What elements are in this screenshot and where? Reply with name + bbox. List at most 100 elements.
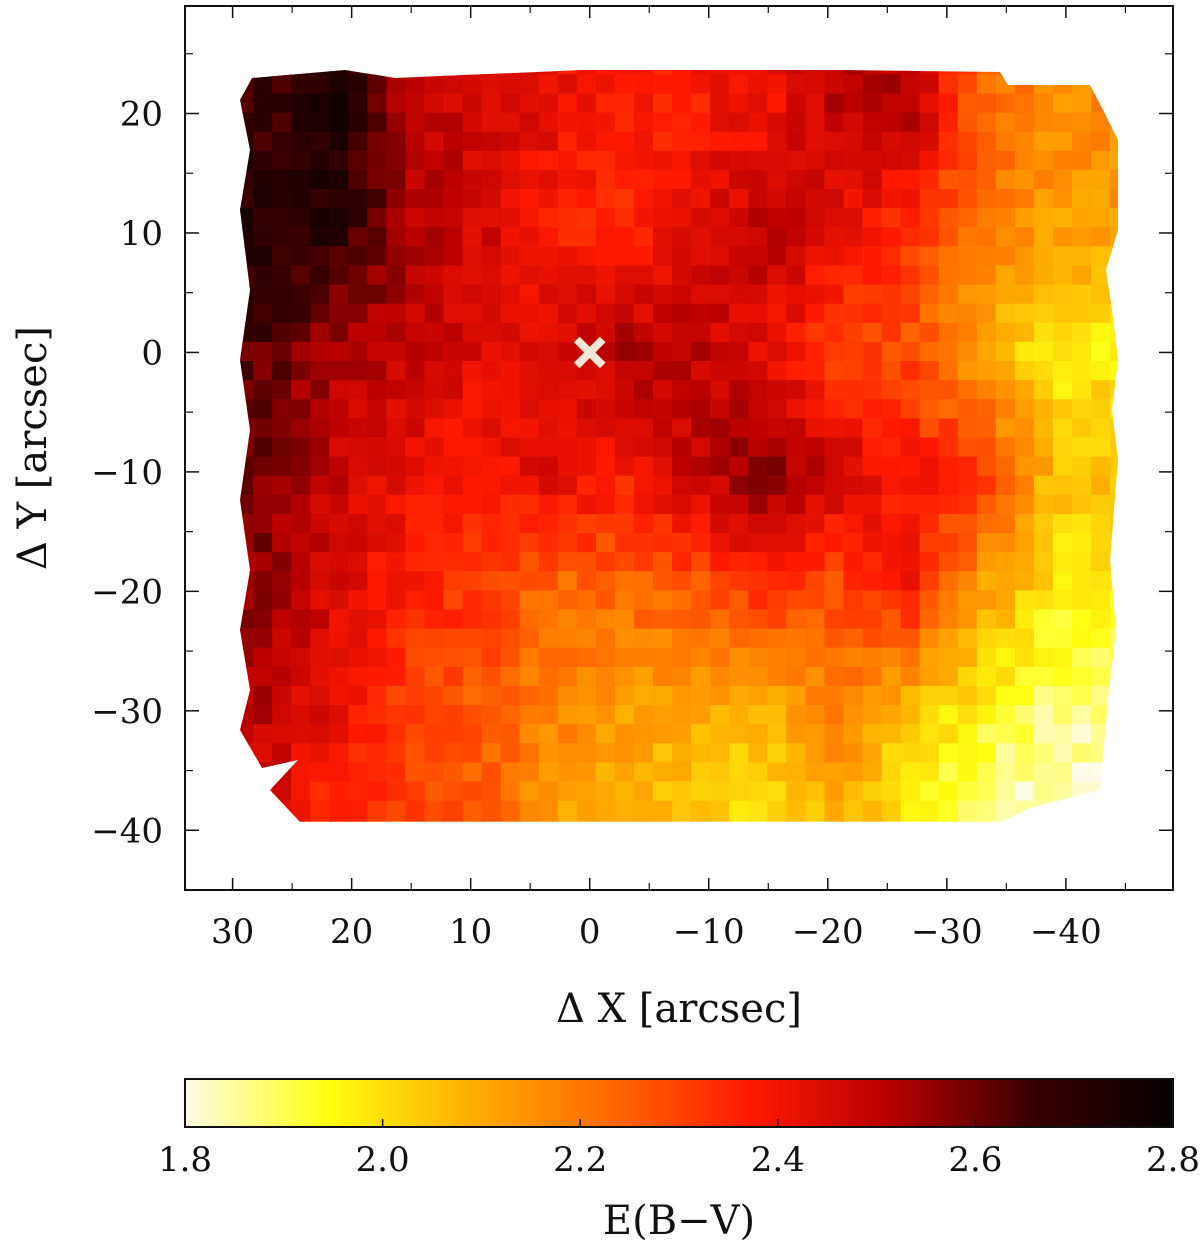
spaxel (805, 189, 827, 210)
spaxel (614, 762, 636, 784)
spaxel (1033, 590, 1055, 612)
spaxel (1033, 399, 1055, 421)
spaxel (824, 265, 846, 287)
spaxel (1072, 533, 1093, 555)
spaxel (272, 781, 294, 803)
spaxel (824, 800, 846, 822)
spaxel (805, 494, 827, 516)
spaxel (443, 361, 465, 382)
spaxel (348, 189, 370, 210)
spaxel (386, 609, 408, 631)
spaxel (481, 246, 503, 268)
spaxel (691, 341, 713, 363)
spaxel (424, 456, 446, 478)
spaxel (710, 628, 732, 650)
spaxel (443, 208, 465, 230)
spaxel (653, 609, 674, 631)
spaxel (786, 284, 808, 306)
spaxel (748, 246, 770, 268)
spaxel (995, 169, 1017, 191)
spaxel (881, 628, 903, 650)
spaxel (405, 609, 427, 631)
spaxel (500, 93, 522, 115)
spaxel (310, 781, 332, 803)
spaxel (348, 341, 370, 363)
spaxel (995, 303, 1017, 325)
spaxel (1091, 437, 1113, 459)
spaxel (957, 647, 979, 669)
spaxel (538, 150, 560, 172)
spaxel (691, 609, 713, 631)
spaxel (595, 341, 617, 363)
spaxel (710, 571, 732, 593)
spaxel (634, 686, 655, 707)
spaxel (386, 494, 408, 516)
spaxel (538, 514, 560, 535)
spaxel (691, 514, 713, 535)
spaxel (900, 418, 922, 440)
spaxel (786, 70, 808, 77)
spaxel (1072, 361, 1093, 382)
spaxel (576, 418, 598, 440)
spaxel (291, 418, 313, 440)
spaxel (862, 361, 884, 382)
spaxel (1072, 418, 1093, 440)
spaxel (748, 150, 770, 172)
spaxel (500, 227, 522, 249)
spaxel (1014, 169, 1036, 191)
spaxel (291, 112, 313, 134)
spaxel (576, 246, 598, 268)
spaxel (253, 303, 275, 325)
spaxel (1091, 514, 1113, 535)
spaxel (291, 150, 313, 172)
spaxel (367, 169, 389, 191)
spaxel (424, 514, 446, 535)
spaxel (881, 418, 903, 440)
spaxel (710, 590, 732, 612)
spaxel (443, 494, 465, 516)
spaxel (938, 666, 960, 688)
spaxel (614, 150, 636, 172)
spaxel (1072, 112, 1093, 134)
spaxel (462, 208, 484, 230)
spaxel (1053, 494, 1074, 516)
spaxel (786, 437, 808, 459)
spaxel (748, 724, 770, 746)
spaxel (329, 227, 351, 249)
spaxel (253, 666, 275, 688)
spaxel (919, 361, 941, 382)
spaxel (634, 341, 655, 363)
spaxel (691, 322, 713, 344)
spaxel (367, 418, 389, 440)
spaxel (386, 208, 408, 230)
spaxel (634, 456, 655, 478)
spaxel (595, 743, 617, 765)
spaxel (500, 189, 522, 210)
spaxel (805, 399, 827, 421)
spaxel (576, 762, 598, 784)
spaxel (843, 552, 865, 574)
spaxel (938, 361, 960, 382)
x-tick-label: 30 (211, 912, 254, 952)
spaxel (405, 724, 427, 746)
spaxel (253, 724, 275, 746)
spaxel (405, 781, 427, 803)
spaxel (538, 762, 560, 784)
spaxel (862, 131, 884, 153)
spaxel (1091, 571, 1113, 593)
spaxel (843, 800, 865, 822)
spaxel (367, 571, 389, 593)
spaxel (1072, 609, 1093, 631)
spaxel (843, 70, 865, 77)
spaxel (1014, 781, 1036, 803)
spaxel (957, 399, 979, 421)
spaxel (481, 380, 503, 402)
spaxel (253, 284, 275, 306)
spaxel (576, 284, 598, 306)
spaxel (310, 590, 332, 612)
spaxel (691, 303, 713, 325)
spaxel (748, 169, 770, 191)
spaxel (938, 112, 960, 134)
spaxel (1072, 303, 1093, 325)
spaxel (1014, 380, 1036, 402)
